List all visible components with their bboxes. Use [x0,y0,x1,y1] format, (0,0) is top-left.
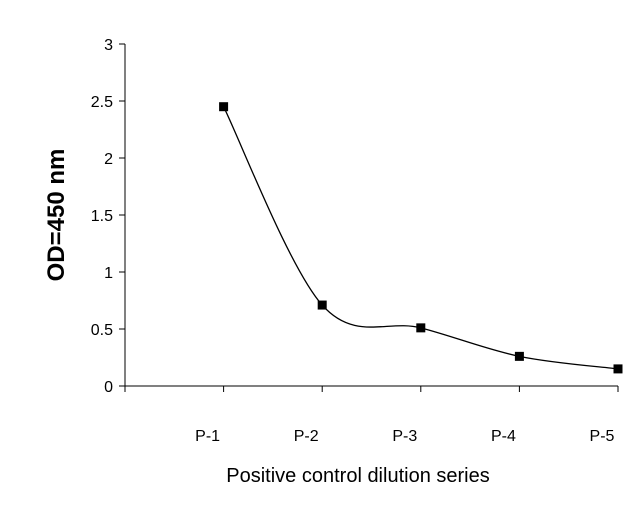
y-tick-label: 2 [104,151,113,168]
y-tick-label: 0 [104,379,113,396]
x-axis-title: Positive control dilution series [226,465,489,487]
y-tick-label: 0.5 [91,322,113,339]
x-tick-label: P-4 [491,428,516,445]
y-tick-label: 3 [104,37,113,54]
y-tick-label: 2.5 [91,94,113,111]
x-ticks: P-1 P-2 P-3 P-4 P-5 [124,386,619,445]
y-axis: 0 0.5 1 1.5 2 2.5 3 [91,37,126,396]
x-tick-label: P-2 [294,428,319,445]
data-point-marker [613,364,623,374]
data-point-marker [219,102,229,112]
data-point-marker [317,300,327,310]
data-point-marker [416,323,426,333]
x-tick-label: P-3 [392,428,417,445]
y-tick-label: 1.5 [91,208,113,225]
data-point-marker [514,351,524,361]
series-line [223,106,619,370]
series-layer [219,102,623,374]
y-axis-title: OD=450 nm [43,149,70,282]
y-ticks: 0 0.5 1 1.5 2 2.5 3 [91,37,125,396]
x-axis: P-1 P-2 P-3 P-4 P-5 [124,385,619,445]
x-tick-label: P-1 [195,428,220,445]
x-tick-label: P-5 [590,428,615,445]
y-tick-label: 1 [104,265,113,282]
